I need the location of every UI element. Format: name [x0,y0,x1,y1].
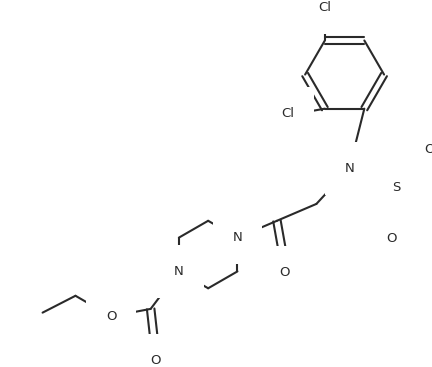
Text: O: O [150,354,161,367]
Text: O: O [106,310,117,323]
Text: O: O [386,232,397,245]
Text: O: O [279,266,290,279]
Text: N: N [174,265,184,278]
Text: N: N [232,231,242,244]
Text: Cl: Cl [281,107,294,120]
Text: N: N [344,162,354,175]
Text: Cl: Cl [318,1,331,14]
Text: O: O [424,143,432,156]
Text: S: S [392,181,400,193]
